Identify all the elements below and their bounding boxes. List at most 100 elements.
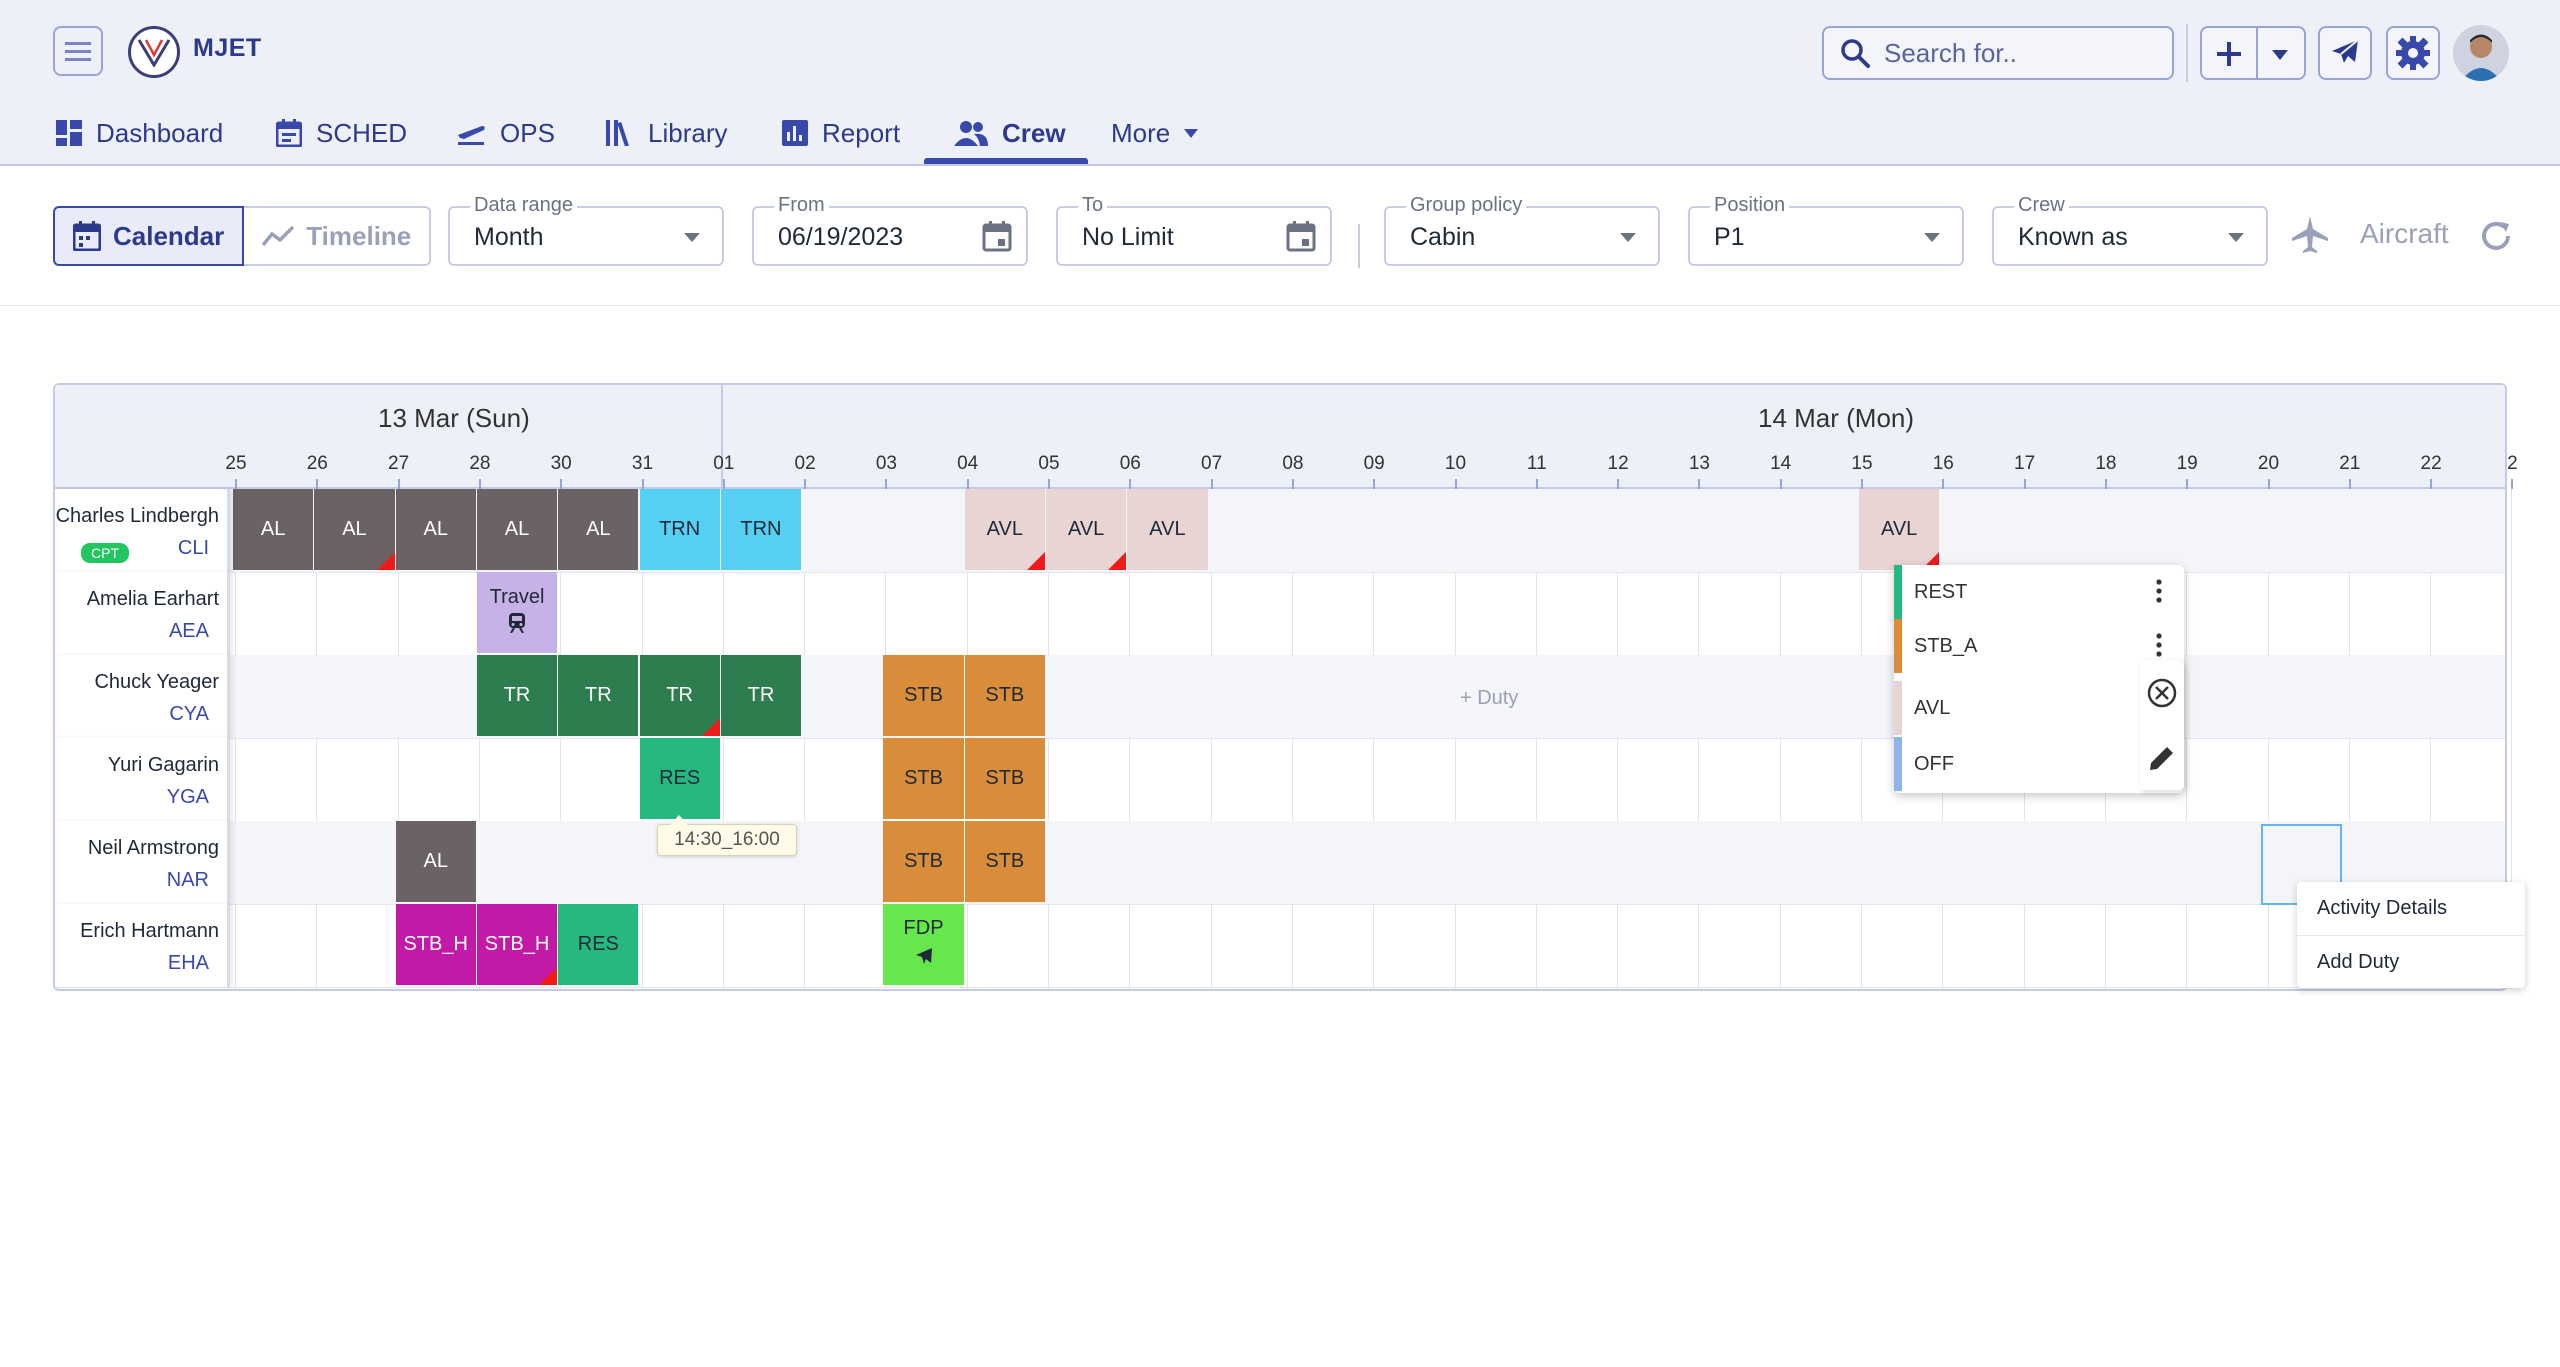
calendar-view-button[interactable]: Calendar bbox=[53, 206, 245, 266]
pencil-icon[interactable] bbox=[2147, 743, 2177, 773]
group-policy-select[interactable]: Group policy Cabin bbox=[1384, 194, 1660, 266]
more-vertical-icon[interactable] bbox=[2156, 633, 2162, 657]
duty-block[interactable]: AL bbox=[314, 489, 395, 570]
field-value: No Limit bbox=[1082, 223, 1174, 251]
nav-report[interactable]: Report bbox=[782, 100, 900, 166]
type-item-stb-a[interactable]: STB_A bbox=[1894, 619, 2184, 673]
duty-block[interactable]: STB bbox=[964, 655, 1045, 736]
crew-code: CYA bbox=[169, 703, 209, 725]
duty-block[interactable]: TRN bbox=[720, 489, 802, 570]
crew-name-cell[interactable]: Amelia Earhart AEA bbox=[55, 572, 230, 655]
position-select[interactable]: Position P1 bbox=[1688, 194, 1964, 266]
duty-block[interactable]: STB bbox=[883, 655, 964, 736]
duty-block[interactable]: AVL bbox=[1859, 489, 1940, 570]
from-date-field[interactable]: From 06/19/2023 bbox=[752, 194, 1028, 266]
timeline-view-button[interactable]: Timeline bbox=[244, 206, 432, 266]
search-input[interactable] bbox=[1884, 37, 2164, 69]
duty-block[interactable]: AVL bbox=[1127, 489, 1208, 570]
duty-label: AL bbox=[342, 518, 367, 540]
user-avatar[interactable] bbox=[2453, 25, 2509, 81]
day-label-sun: 13 Mar (Sun) bbox=[378, 403, 530, 433]
to-date-field[interactable]: To No Limit bbox=[1056, 194, 1332, 266]
type-item-rest[interactable]: REST bbox=[1894, 565, 2184, 619]
grid-column-line bbox=[1291, 489, 1293, 989]
close-circle-icon[interactable] bbox=[2146, 677, 2178, 709]
library-icon bbox=[606, 120, 629, 146]
crew-name-cell[interactable]: Yuri Gagarin YGA bbox=[55, 738, 230, 821]
duty-label: TR bbox=[666, 684, 693, 706]
duty-block[interactable]: AVL bbox=[964, 489, 1045, 570]
type-item-avl[interactable]: AVL bbox=[1894, 681, 2184, 735]
add-duty-item[interactable]: Add Duty bbox=[2297, 935, 2525, 988]
add-button[interactable] bbox=[2200, 26, 2306, 80]
duty-block[interactable]: AVL bbox=[1046, 489, 1127, 570]
duty-block[interactable]: FDP bbox=[883, 904, 964, 985]
more-vertical-icon[interactable] bbox=[2156, 579, 2162, 603]
duty-block[interactable]: Travel bbox=[476, 572, 558, 653]
duty-block[interactable]: STB bbox=[883, 821, 964, 902]
grid-column-line bbox=[2186, 489, 2188, 989]
hour-label: 15 bbox=[1851, 453, 1873, 474]
calendar-icon[interactable] bbox=[1286, 220, 1316, 252]
crew-row[interactable]: Erich Hartmann EHA bbox=[55, 904, 2505, 987]
nav-library[interactable]: Library bbox=[606, 100, 727, 166]
crew-select[interactable]: Crew Known as bbox=[1992, 194, 2268, 266]
crew-row[interactable]: Yuri Gagarin YGA bbox=[55, 738, 2505, 821]
duty-block[interactable]: RES bbox=[558, 904, 639, 985]
nav-dashboard[interactable]: Dashboard bbox=[56, 100, 223, 166]
duty-block[interactable]: TRN bbox=[639, 489, 720, 570]
nav-sched[interactable]: SCHED bbox=[276, 100, 407, 166]
duty-block[interactable]: TR bbox=[639, 655, 720, 736]
duty-block[interactable]: TR bbox=[558, 655, 639, 736]
duty-label: TR bbox=[747, 684, 775, 706]
type-color-bar bbox=[1894, 737, 1902, 791]
settings-button[interactable] bbox=[2386, 26, 2440, 80]
duty-block[interactable]: AL bbox=[233, 489, 314, 570]
search-icon bbox=[1841, 39, 1870, 68]
crew-name-cell[interactable]: Neil Armstrong NAR bbox=[55, 821, 230, 904]
hour-label: 30 bbox=[550, 453, 572, 474]
hour-tick bbox=[1535, 479, 1538, 489]
conflict-flag bbox=[539, 967, 558, 985]
app-logo[interactable] bbox=[128, 26, 180, 78]
duty-block[interactable]: STB bbox=[883, 738, 964, 819]
chevron-down-icon[interactable] bbox=[2272, 50, 2288, 60]
duty-block[interactable]: RES bbox=[639, 738, 720, 819]
crew-name-cell[interactable]: Erich Hartmann EHA bbox=[55, 904, 230, 987]
data-range-select[interactable]: Data range Month bbox=[448, 194, 724, 266]
hour-tick bbox=[1779, 479, 1782, 489]
nav-ops[interactable]: OPS bbox=[456, 100, 555, 166]
crew-row[interactable]: Amelia Earhart AEA bbox=[55, 572, 2505, 655]
type-item-off[interactable]: OFF bbox=[1894, 737, 2184, 791]
aircraft-toggle[interactable]: Aircraft bbox=[2290, 214, 2449, 254]
search-box[interactable] bbox=[1822, 26, 2174, 80]
duty-block[interactable]: AL bbox=[558, 489, 639, 570]
calendar-icon[interactable] bbox=[982, 220, 1012, 252]
duty-block[interactable]: TR bbox=[476, 655, 558, 736]
flight-button[interactable] bbox=[2318, 26, 2372, 80]
duty-block[interactable]: STB_H bbox=[476, 904, 558, 985]
gear-icon bbox=[2396, 36, 2430, 70]
refresh-button[interactable] bbox=[2478, 218, 2514, 259]
hour-tick bbox=[560, 479, 563, 489]
duty-block[interactable]: STB bbox=[964, 821, 1045, 902]
field-label: Group policy bbox=[1406, 194, 1527, 217]
duty-block[interactable]: AL bbox=[395, 821, 476, 902]
nav-crew[interactable]: Crew bbox=[954, 100, 1066, 166]
duty-block[interactable]: TR bbox=[720, 655, 802, 736]
hour-label: 10 bbox=[1444, 453, 1467, 474]
crew-name-cell[interactable]: Charles Lindbergh CPT CLI bbox=[55, 489, 230, 572]
menu-button[interactable] bbox=[53, 26, 103, 76]
duty-block[interactable]: AL bbox=[395, 489, 476, 570]
grid-column-line bbox=[804, 489, 806, 989]
nav-more[interactable]: More bbox=[1111, 100, 1199, 166]
duty-block[interactable]: AL bbox=[476, 489, 558, 570]
duty-label: AL bbox=[423, 850, 448, 872]
duty-block[interactable]: STB bbox=[964, 738, 1045, 819]
duty-block[interactable]: STB_H bbox=[395, 904, 476, 985]
duty-label: STB bbox=[985, 767, 1025, 789]
add-duty-hint[interactable]: + Duty bbox=[1460, 687, 1519, 709]
logo-icon bbox=[137, 39, 171, 67]
activity-details-item[interactable]: Activity Details bbox=[2317, 897, 2448, 919]
crew-name-cell[interactable]: Chuck Yeager CYA bbox=[55, 655, 230, 738]
